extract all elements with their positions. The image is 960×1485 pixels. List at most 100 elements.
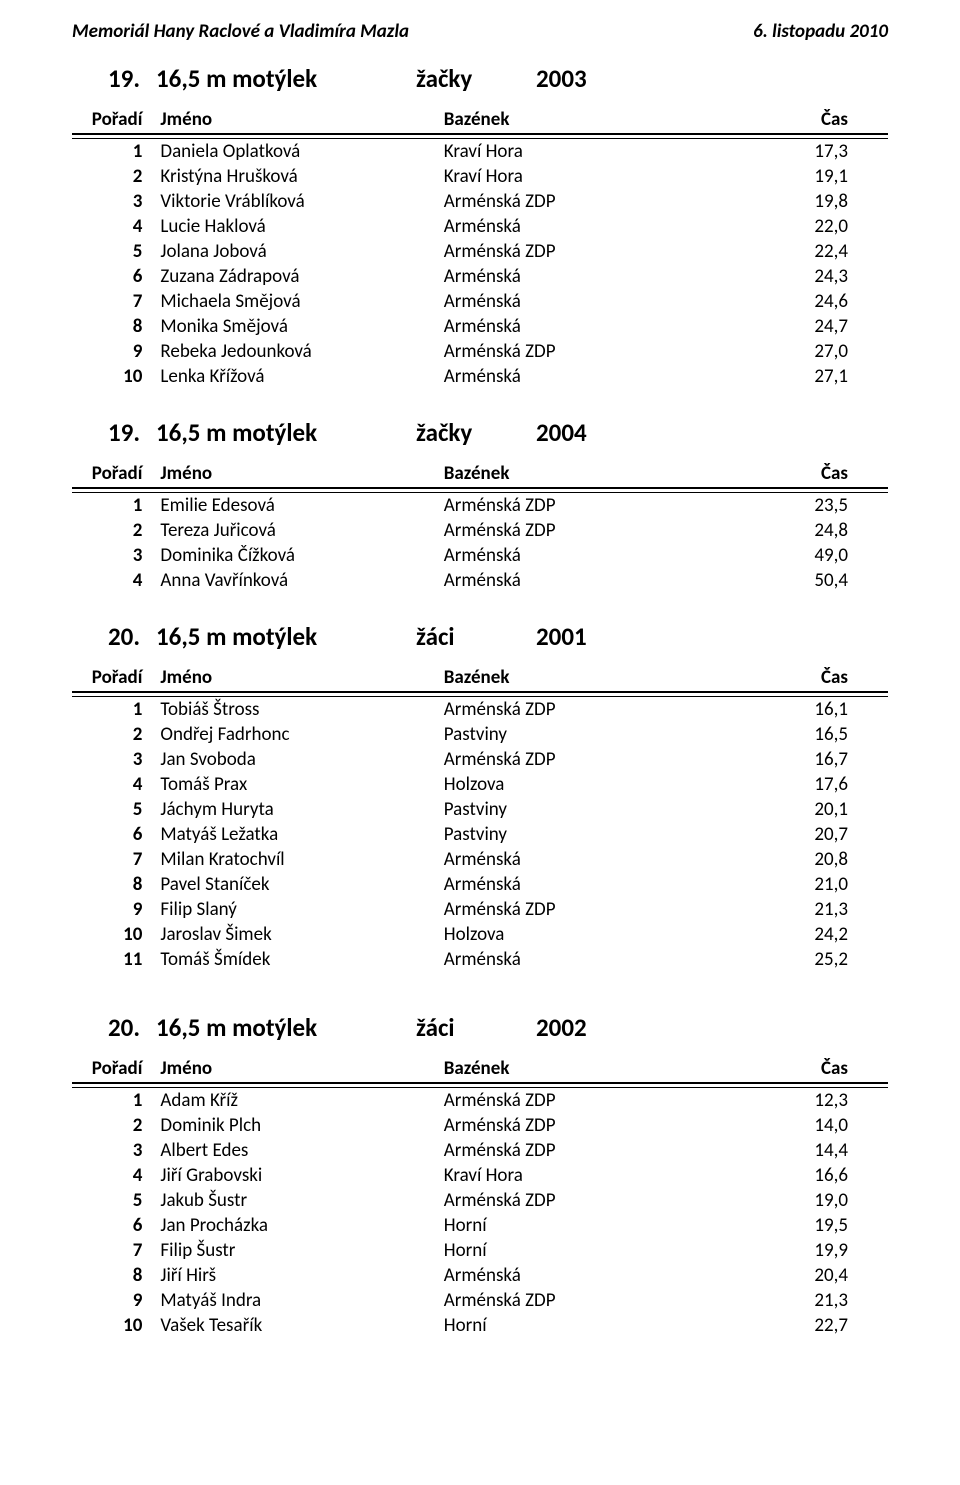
cell-pool: Arménská: [438, 872, 731, 897]
section-event: 16,5 m motýlek: [156, 417, 416, 448]
cell-name: Daniela Oplatková: [154, 139, 437, 165]
col-name-header: Jméno: [154, 1057, 437, 1083]
table-row: 9Rebeka JedounkováArménská ZDP27,0: [72, 339, 888, 364]
cell-rank: 7: [72, 1238, 154, 1263]
table-row: 4Tomáš PraxHolzova17,6: [72, 772, 888, 797]
table-header-row: PořadíJménoBazénekČas: [72, 108, 888, 134]
section-category: žáci: [416, 621, 536, 652]
cell-rank: 4: [72, 772, 154, 797]
table-header-row: PořadíJménoBazénekČas: [72, 462, 888, 488]
table-row: 6Matyáš LežatkaPastviny20,7: [72, 822, 888, 847]
col-time-header: Čas: [731, 462, 888, 488]
table-row: 3Albert EdesArménská ZDP14,4: [72, 1138, 888, 1163]
table-row: 9Filip SlanýArménská ZDP21,3: [72, 897, 888, 922]
col-name-header: Jméno: [154, 666, 437, 692]
cell-pool: Arménská ZDP: [438, 1188, 731, 1213]
cell-rank: 6: [72, 1213, 154, 1238]
cell-time: 22,4: [731, 239, 888, 264]
section-year: 2004: [536, 417, 587, 448]
cell-rank: 1: [72, 493, 154, 519]
cell-time: 16,5: [731, 722, 888, 747]
table-row: 7Filip ŠustrHorní19,9: [72, 1238, 888, 1263]
section-title: 19.16,5 m motýlekžačky2004: [108, 417, 888, 448]
cell-time: 27,0: [731, 339, 888, 364]
cell-time: 19,1: [731, 164, 888, 189]
cell-name: Lucie Haklová: [154, 214, 437, 239]
col-pool-header: Bazének: [438, 1057, 731, 1083]
cell-rank: 1: [72, 139, 154, 165]
table-row: 5Jakub ŠustrArménská ZDP19,0: [72, 1188, 888, 1213]
cell-time: 21,3: [731, 897, 888, 922]
cell-rank: 5: [72, 797, 154, 822]
cell-pool: Arménská: [438, 289, 731, 314]
cell-pool: Arménská: [438, 847, 731, 872]
cell-time: 49,0: [731, 543, 888, 568]
results-section: 19.16,5 m motýlekžačky2003 PořadíJménoBaz…: [72, 63, 888, 389]
cell-rank: 4: [72, 214, 154, 239]
cell-rank: 7: [72, 289, 154, 314]
cell-rank: 9: [72, 339, 154, 364]
cell-time: 19,0: [731, 1188, 888, 1213]
cell-pool: Arménská: [438, 1263, 731, 1288]
cell-name: Tobiáš Štross: [154, 697, 437, 723]
cell-pool: Kraví Hora: [438, 164, 731, 189]
col-rank-header: Pořadí: [72, 108, 154, 134]
section-number: 19.: [108, 63, 156, 94]
cell-time: 14,4: [731, 1138, 888, 1163]
page-header: Memoriál Hany Raclové a Vladimíra Mazla …: [72, 20, 888, 43]
cell-name: Filip Slaný: [154, 897, 437, 922]
cell-name: Jakub Šustr: [154, 1188, 437, 1213]
cell-pool: Arménská: [438, 264, 731, 289]
table-row: 4Lucie HaklováArménská22,0: [72, 214, 888, 239]
cell-pool: Arménská: [438, 314, 731, 339]
cell-pool: Pastviny: [438, 722, 731, 747]
cell-rank: 8: [72, 314, 154, 339]
cell-name: Jiří Grabovski: [154, 1163, 437, 1188]
cell-time: 17,6: [731, 772, 888, 797]
section-year: 2003: [536, 63, 587, 94]
table-row: 7Michaela SmějováArménská24,6: [72, 289, 888, 314]
cell-rank: 2: [72, 722, 154, 747]
cell-name: Tomáš Prax: [154, 772, 437, 797]
cell-rank: 2: [72, 164, 154, 189]
col-rank-header: Pořadí: [72, 666, 154, 692]
cell-rank: 4: [72, 1163, 154, 1188]
cell-name: Zuzana Zádrapová: [154, 264, 437, 289]
table-row: 5Jáchym HurytaPastviny20,1: [72, 797, 888, 822]
section-number: 19.: [108, 417, 156, 448]
table-row: 3Jan SvobodaArménská ZDP16,7: [72, 747, 888, 772]
cell-pool: Arménská: [438, 214, 731, 239]
cell-time: 16,6: [731, 1163, 888, 1188]
section-category: žačky: [416, 63, 536, 94]
cell-time: 27,1: [731, 364, 888, 389]
table-row: 6Zuzana ZádrapováArménská24,3: [72, 264, 888, 289]
cell-name: Milan Kratochvíl: [154, 847, 437, 872]
cell-name: Lenka Křížová: [154, 364, 437, 389]
section-number: 20.: [108, 1012, 156, 1043]
results-section: 19.16,5 m motýlekžačky2004 PořadíJménoBaz…: [72, 417, 888, 593]
cell-pool: Arménská ZDP: [438, 189, 731, 214]
cell-time: 24,6: [731, 289, 888, 314]
header-right: 6. listopadu 2010: [753, 20, 888, 43]
table-row: 8Monika SmějováArménská24,7: [72, 314, 888, 339]
section-event: 16,5 m motýlek: [156, 621, 416, 652]
col-time-header: Čas: [731, 1057, 888, 1083]
cell-rank: 8: [72, 872, 154, 897]
col-rank-header: Pořadí: [72, 1057, 154, 1083]
cell-name: Tereza Juřicová: [154, 518, 437, 543]
cell-name: Rebeka Jedounková: [154, 339, 437, 364]
cell-name: Ondřej Fadrhonc: [154, 722, 437, 747]
cell-time: 25,2: [731, 947, 888, 972]
cell-rank: 3: [72, 543, 154, 568]
results-section: 20.16,5 m motýlekžáci2002PořadíJménoBazé…: [72, 1012, 888, 1338]
cell-time: 19,5: [731, 1213, 888, 1238]
section-event: 16,5 m motýlek: [156, 63, 416, 94]
cell-name: Matyáš Ležatka: [154, 822, 437, 847]
cell-pool: Arménská ZDP: [438, 493, 731, 519]
cell-pool: Holzova: [438, 922, 731, 947]
cell-pool: Arménská: [438, 947, 731, 972]
cell-rank: 6: [72, 822, 154, 847]
results-table: PořadíJménoBazénekČas 1Daniela OplatkováK…: [72, 108, 888, 389]
cell-time: 20,4: [731, 1263, 888, 1288]
section-event: 16,5 m motýlek: [156, 1012, 416, 1043]
